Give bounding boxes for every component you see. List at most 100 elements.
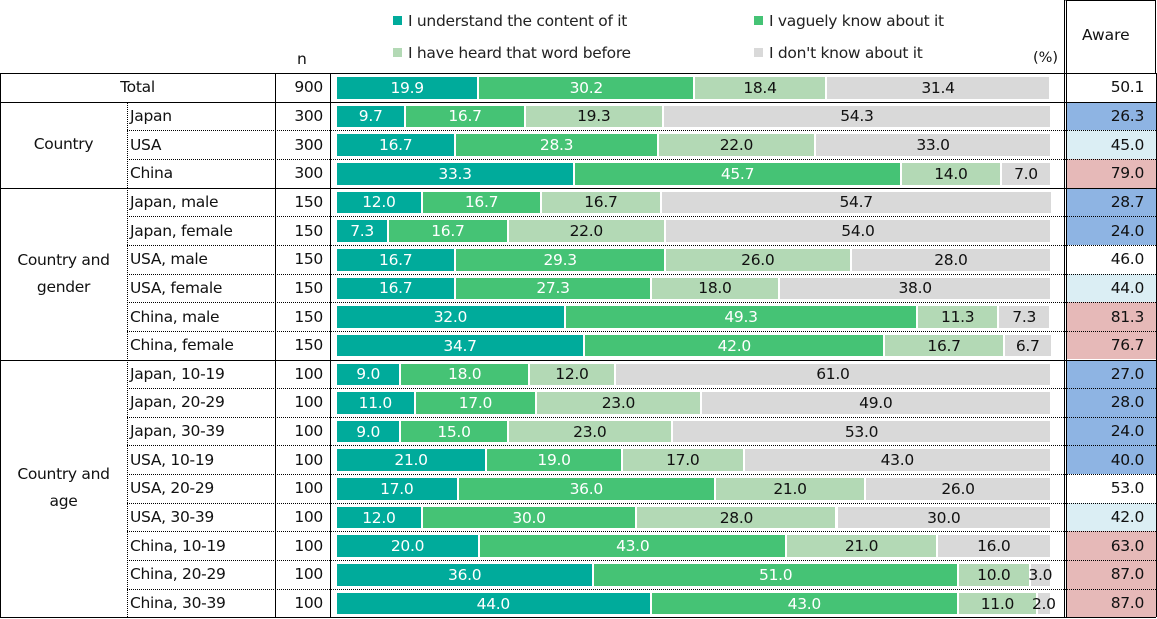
aware-col-divider <box>1064 73 1067 618</box>
bar-value-label: 26.0 <box>941 479 975 498</box>
bar-value-label: 33.0 <box>916 136 950 155</box>
bar-seg-dont-know: 3.0 <box>1028 564 1053 586</box>
legend-item-understand: I understand the content of it <box>393 12 627 30</box>
bar-value-label: 32.0 <box>433 308 468 326</box>
row-label: USA <box>130 135 162 154</box>
bar-value-label: 18.0 <box>698 279 732 298</box>
bar-seg-vaguely: 15.0 <box>401 420 509 443</box>
row-divider <box>127 302 1156 304</box>
unit-label: (%) <box>1033 50 1059 66</box>
bar-value-label: 16.7 <box>431 222 465 241</box>
bar-seg-heard: 14.0 <box>901 162 1002 185</box>
bar-seg-heard: 23.0 <box>537 392 702 414</box>
bar-value-label: 6.7 <box>1015 336 1040 355</box>
bar-value-label: 7.3 <box>350 222 374 241</box>
bar-value-label: 53.0 <box>844 422 879 441</box>
bar-value-label: 17.0 <box>666 451 700 470</box>
bar-seg-vaguely: 19.0 <box>487 449 623 472</box>
bar-seg-understand: 33.3 <box>337 162 576 185</box>
row-label: USA, 30-39 <box>130 508 214 527</box>
row-n: 100 <box>294 393 323 412</box>
bar-seg-heard: 10.0 <box>959 564 1031 586</box>
bar-seg-understand: 7.3 <box>337 220 390 242</box>
bar-seg-understand: 19.9 <box>337 77 480 99</box>
legend-swatch-heard <box>393 48 402 57</box>
legend-item-vaguely: I vaguely know about it <box>754 12 944 30</box>
row-divider <box>127 158 1156 160</box>
row-n: 100 <box>294 565 323 584</box>
aware-value: 87.0 <box>1067 588 1156 618</box>
bar-seg-heard: 22.0 <box>658 134 817 156</box>
bar-seg-vaguely: 51.0 <box>594 564 960 586</box>
bar-value-label: 21.0 <box>773 479 807 498</box>
bar-value-label: 12.0 <box>362 193 396 212</box>
bar-value-label: 3.0 <box>1028 565 1053 584</box>
bar-value-label: 23.0 <box>601 393 636 412</box>
bar-seg-understand: 21.0 <box>337 449 488 472</box>
legend-item-heard: I have heard that word before <box>393 44 631 62</box>
aware-value: 44.0 <box>1067 273 1156 303</box>
bar-seg-dont-know: 7.3 <box>999 306 1052 328</box>
bar-seg-dont-know: 49.0 <box>701 392 1052 414</box>
bar-value-label: 18.0 <box>448 365 482 384</box>
bar-seg-understand: 11.0 <box>337 392 416 414</box>
bar-value-label: 16.7 <box>927 336 961 355</box>
row-divider <box>127 130 1156 132</box>
bar-seg-vaguely: 17.0 <box>415 392 538 414</box>
bar-value-label: 30.0 <box>927 508 961 527</box>
bar-seg-vaguely: 29.3 <box>456 248 666 271</box>
legend-item-dont-know: I don't know about it <box>754 44 923 62</box>
bar-seg-heard: 12.0 <box>530 363 616 386</box>
bar-seg-vaguely: 28.3 <box>456 134 659 156</box>
row-divider <box>127 445 1156 447</box>
bar-value-label: 7.0 <box>1014 164 1038 183</box>
bar-seg-dont-know: 43.0 <box>744 449 1052 472</box>
row-n: 300 <box>294 164 323 183</box>
bar-seg-heard: 11.0 <box>959 592 1038 615</box>
bar-seg-understand: 36.0 <box>337 564 595 586</box>
bar-value-label: 28.0 <box>934 250 968 269</box>
group-divider <box>0 101 1156 103</box>
bar-value-label: 20.0 <box>390 537 425 556</box>
bar-seg-understand: 34.7 <box>337 334 586 357</box>
bar-seg-vaguely: 42.0 <box>585 334 886 357</box>
bar-seg-dont-know: 54.7 <box>661 191 1053 214</box>
bar-seg-dont-know: 2.0 <box>1032 592 1056 615</box>
subgroup-divider <box>127 359 128 618</box>
subgroup-divider <box>127 101 128 188</box>
legend-swatch-understand <box>393 16 402 25</box>
bar-seg-heard: 18.4 <box>695 77 827 99</box>
bar-seg-understand: 9.7 <box>337 105 407 128</box>
bar-value-label: 43.0 <box>787 594 822 613</box>
bar-value-label: 29.3 <box>543 250 577 269</box>
bar-col-divider <box>330 73 331 618</box>
row-divider <box>127 416 1156 418</box>
bar-seg-heard: 11.3 <box>918 306 1000 328</box>
bar-seg-heard: 21.0 <box>787 535 938 558</box>
row-label: China, 20-29 <box>130 565 226 584</box>
bar-value-label: 49.0 <box>859 393 893 412</box>
bar-value-label: 23.0 <box>573 422 607 441</box>
aware-value: 46.0 <box>1067 244 1156 274</box>
row-n: 100 <box>294 479 323 498</box>
bar-seg-understand: 32.0 <box>337 306 566 328</box>
table-bottom-border <box>0 617 1156 619</box>
bar-seg-vaguely: 18.0 <box>401 363 531 386</box>
bar-value-label: 22.0 <box>569 222 604 241</box>
bar-value-label: 54.7 <box>839 193 874 212</box>
n-col-divider <box>275 73 276 618</box>
bar-seg-understand: 16.7 <box>337 248 457 271</box>
table-left-border <box>0 73 1 618</box>
group-divider <box>0 359 1156 361</box>
row-divider <box>127 588 1156 590</box>
bar-seg-heard: 19.3 <box>525 105 664 128</box>
bar-seg-dont-know: 7.0 <box>1001 162 1052 185</box>
aware-header-box <box>1064 0 1156 73</box>
row-label: Japan, female <box>130 221 233 240</box>
aware-value: 26.3 <box>1067 101 1156 131</box>
bar-value-label: 19.9 <box>390 78 424 97</box>
bar-seg-understand: 9.0 <box>337 363 402 386</box>
bar-value-label: 45.7 <box>720 164 755 183</box>
row-label: China, male <box>130 307 220 326</box>
row-label: China, 10-19 <box>130 536 226 555</box>
